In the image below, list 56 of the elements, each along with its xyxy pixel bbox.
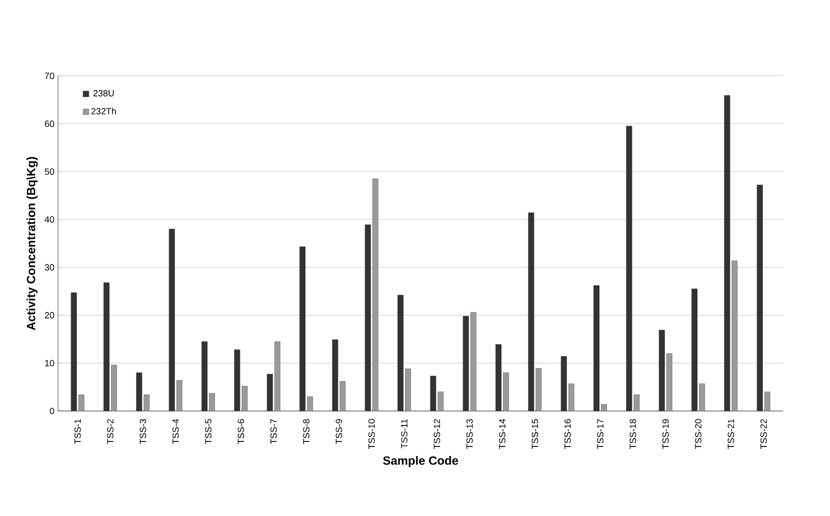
bar <box>405 368 411 411</box>
y-tick-label: 60 <box>44 120 54 127</box>
bar <box>70 292 77 411</box>
x-tick-label: TSS-12 <box>434 419 440 449</box>
x-tick-label: TSS-5 <box>205 419 212 444</box>
y-tick-label: 20 <box>44 312 54 318</box>
bar <box>658 330 665 411</box>
x-tick-label: TSS-20 <box>695 419 702 449</box>
x-tick-label: TSS-9 <box>336 419 342 444</box>
legend-label: 238U <box>93 90 114 96</box>
x-tick-label: TSS-14 <box>499 419 506 449</box>
bar <box>724 95 730 411</box>
bar <box>626 126 632 411</box>
y-axis-title: Activity Concentration (Bq\Kg) <box>26 157 38 330</box>
bar <box>756 184 763 411</box>
bar <box>470 312 476 411</box>
x-tick-label: TSS-6 <box>238 419 244 444</box>
y-tick-label: 0 <box>50 408 54 414</box>
x-tick-label: TSS-15 <box>532 419 538 449</box>
x-tick-label: TSS-10 <box>368 419 375 449</box>
x-tick-label: TSS-2 <box>107 419 114 444</box>
legend-label: 232Th <box>91 108 116 114</box>
y-tick-label: 10 <box>45 360 54 366</box>
bar <box>692 288 698 411</box>
bar <box>560 356 567 411</box>
x-tick-label: TSS-4 <box>172 419 179 444</box>
x-tick-label: TSS-8 <box>303 419 310 444</box>
x-tick-label: TSS-19 <box>662 419 669 449</box>
x-tick-label: TSS-17 <box>597 419 604 449</box>
y-tick-label: 70 <box>44 72 54 80</box>
x-tick-label: TSS-13 <box>466 419 473 449</box>
bar <box>398 294 404 411</box>
bar <box>594 285 600 411</box>
x-tick-label: TSS-3 <box>140 419 146 444</box>
y-tick-label: 40 <box>44 216 54 223</box>
x-tick-label: TSS-11 <box>401 419 408 448</box>
bar <box>732 260 738 411</box>
bar <box>104 282 110 411</box>
x-tick-label: TSS-18 <box>630 419 636 449</box>
y-tick-label: 30 <box>44 264 54 271</box>
x-tick-label: TSS-22 <box>760 419 767 449</box>
bar <box>528 212 534 411</box>
bar <box>364 224 371 411</box>
bar <box>536 368 542 411</box>
bar <box>462 316 469 411</box>
bar <box>274 341 280 411</box>
x-axis-title: Sample Code <box>383 456 458 468</box>
x-tick-label: TSS-16 <box>564 419 571 449</box>
bar <box>202 341 208 411</box>
x-tick-label: TSS-7 <box>270 419 277 444</box>
bar <box>168 228 175 411</box>
x-tick-label: TSS-21 <box>728 419 734 449</box>
x-tick-label: TSS-1 <box>74 419 81 444</box>
y-tick-label: 50 <box>44 168 54 175</box>
bar <box>372 178 378 411</box>
bar <box>300 246 306 411</box>
